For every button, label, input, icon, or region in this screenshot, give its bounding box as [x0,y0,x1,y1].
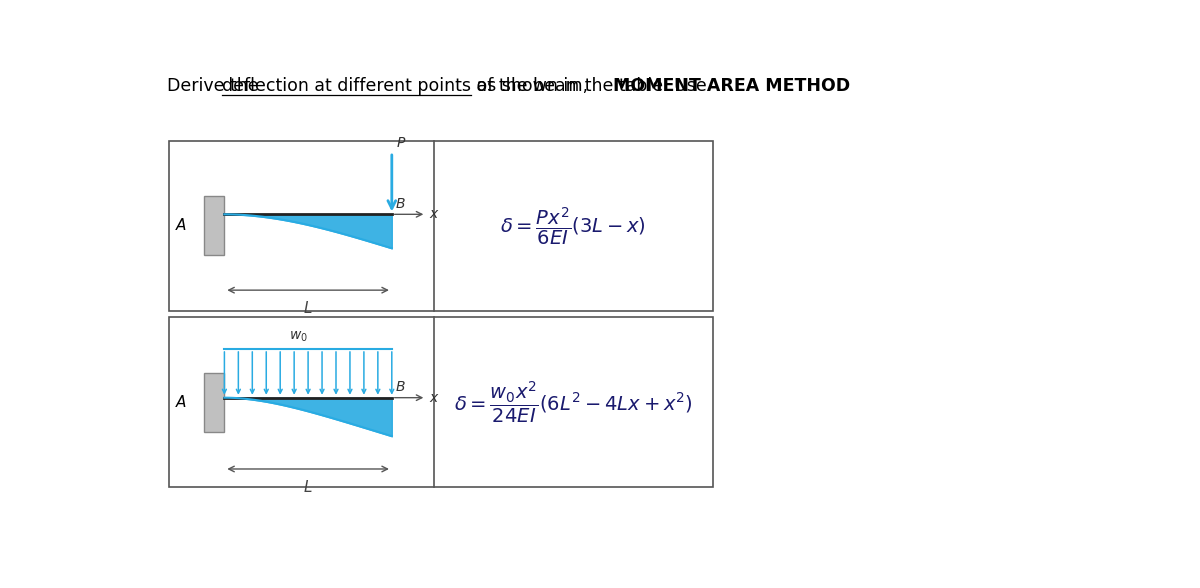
Text: deflection at different points of the beam,: deflection at different points of the be… [222,78,588,95]
Text: L: L [304,302,312,316]
Text: as shown in the table. Use: as shown in the table. Use [470,78,712,95]
Text: x: x [430,208,437,221]
Text: x: x [430,390,437,405]
Text: $\delta = \dfrac{Px^2}{6EI}(3L - x)$: $\delta = \dfrac{Px^2}{6EI}(3L - x)$ [500,205,646,246]
Text: P: P [396,136,404,150]
Text: A: A [176,218,186,233]
Text: A: A [176,395,186,410]
Text: L: L [304,480,312,495]
Text: Derive the: Derive the [167,78,264,95]
Bar [204,196,224,255]
Text: MOMENT AREA METHOD: MOMENT AREA METHOD [613,78,851,95]
Bar [204,373,224,432]
Text: B: B [396,197,406,211]
Text: B: B [396,380,406,394]
Text: $w_0$: $w_0$ [289,329,308,343]
Text: $\delta = \dfrac{w_0 x^2}{24EI}(6L^2 - 4Lx + x^2)$: $\delta = \dfrac{w_0 x^2}{24EI}(6L^2 - 4… [454,380,692,425]
